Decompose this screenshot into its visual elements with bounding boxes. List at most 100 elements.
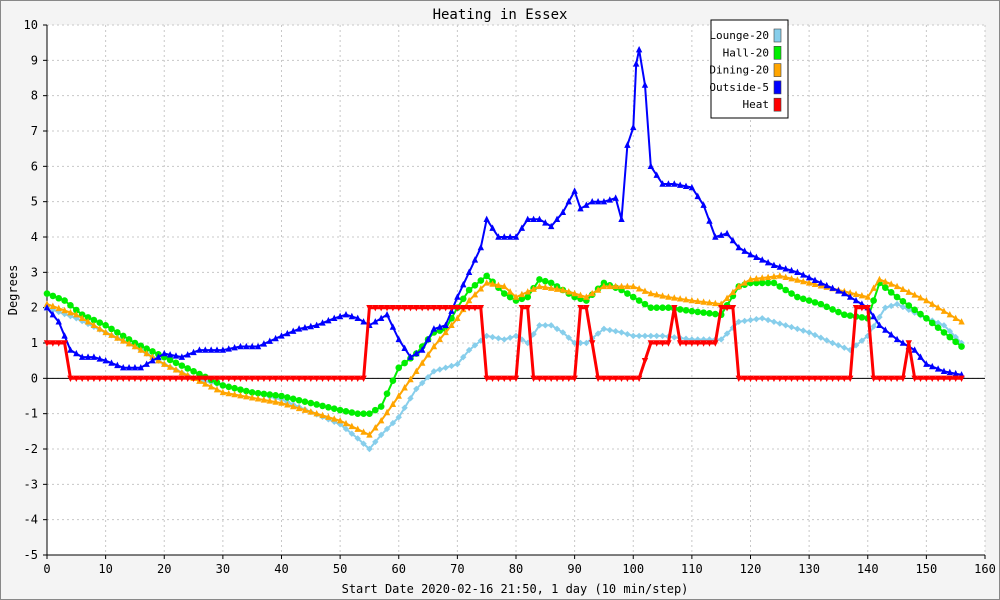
data-point <box>852 342 860 349</box>
data-point <box>788 290 795 297</box>
data-point <box>764 316 772 324</box>
data-point <box>864 293 871 300</box>
data-point <box>465 268 473 276</box>
data-point <box>442 364 449 371</box>
data-point <box>49 302 57 309</box>
data-point <box>682 307 690 314</box>
data-point <box>90 375 98 383</box>
data-point <box>858 314 866 321</box>
data-point <box>149 356 156 364</box>
data-point <box>524 304 531 312</box>
data-point <box>67 375 74 383</box>
data-point <box>436 366 443 373</box>
data-point <box>952 375 959 383</box>
data-point <box>659 292 666 299</box>
data-point <box>424 335 432 343</box>
data-point <box>829 284 836 291</box>
data-point <box>243 375 250 383</box>
data-point <box>266 397 273 404</box>
data-point <box>782 286 789 294</box>
data-point <box>577 291 584 298</box>
data-point <box>73 311 80 318</box>
data-point <box>846 346 854 354</box>
data-point <box>782 265 789 272</box>
data-point <box>888 280 895 287</box>
data-point <box>166 375 174 383</box>
data-point <box>260 396 268 403</box>
data-point <box>888 331 895 338</box>
data-point <box>471 281 479 289</box>
data-point <box>547 375 555 383</box>
data-point <box>735 318 742 325</box>
data-point <box>219 346 227 353</box>
data-point <box>254 342 262 350</box>
data-point <box>641 81 649 88</box>
data-point <box>319 319 326 326</box>
x-tick-label: 80 <box>509 562 523 576</box>
data-point <box>530 285 537 292</box>
data-point <box>823 281 830 289</box>
data-point <box>682 335 690 342</box>
data-point <box>495 281 502 288</box>
data-point <box>102 322 109 329</box>
data-point <box>565 288 572 295</box>
data-point <box>225 383 233 391</box>
data-point <box>248 389 256 396</box>
y-tick-label: 0 <box>31 371 38 385</box>
data-point <box>559 329 567 336</box>
data-point <box>389 323 397 330</box>
data-point <box>553 215 561 223</box>
data-point <box>606 375 613 383</box>
data-point <box>632 60 640 67</box>
y-tick-label: 8 <box>31 89 38 103</box>
data-point <box>377 431 385 439</box>
data-point <box>61 306 68 314</box>
data-point <box>272 391 279 399</box>
data-point <box>61 297 68 304</box>
data-point <box>882 304 889 311</box>
data-point <box>952 314 959 321</box>
data-point <box>108 359 115 366</box>
data-point <box>90 353 98 360</box>
x-tick-label: 120 <box>740 562 762 576</box>
data-point <box>483 375 490 383</box>
data-point <box>776 272 784 279</box>
data-point <box>295 396 303 404</box>
data-point <box>395 335 402 343</box>
y-tick-label: 1 <box>31 336 38 350</box>
data-point <box>284 375 291 383</box>
data-point <box>676 340 684 347</box>
data-point <box>717 336 725 343</box>
data-point <box>336 417 344 424</box>
data-point <box>149 348 156 355</box>
data-point <box>794 375 801 383</box>
data-point <box>120 364 127 371</box>
data-point <box>536 282 543 290</box>
data-point <box>460 281 467 288</box>
data-point <box>202 375 209 383</box>
data-point <box>243 393 250 400</box>
data-point <box>354 435 361 442</box>
data-point <box>876 275 883 283</box>
data-point <box>577 205 584 212</box>
data-point <box>882 375 889 383</box>
x-tick-label: 150 <box>916 562 938 576</box>
data-point <box>254 395 262 402</box>
data-point <box>354 314 361 321</box>
data-point <box>630 282 637 290</box>
data-point <box>612 375 619 383</box>
data-point <box>489 224 496 231</box>
data-point <box>125 340 133 347</box>
legend-label: Outside-5 <box>709 81 769 94</box>
data-point <box>155 356 162 364</box>
data-point <box>876 321 883 329</box>
data-point <box>958 343 965 350</box>
data-point <box>805 375 813 383</box>
data-point <box>518 295 526 303</box>
legend-swatch <box>773 45 782 60</box>
data-point <box>559 208 567 215</box>
data-point <box>729 304 737 312</box>
data-point <box>342 408 350 415</box>
data-point <box>735 243 742 251</box>
data-point <box>905 302 913 309</box>
